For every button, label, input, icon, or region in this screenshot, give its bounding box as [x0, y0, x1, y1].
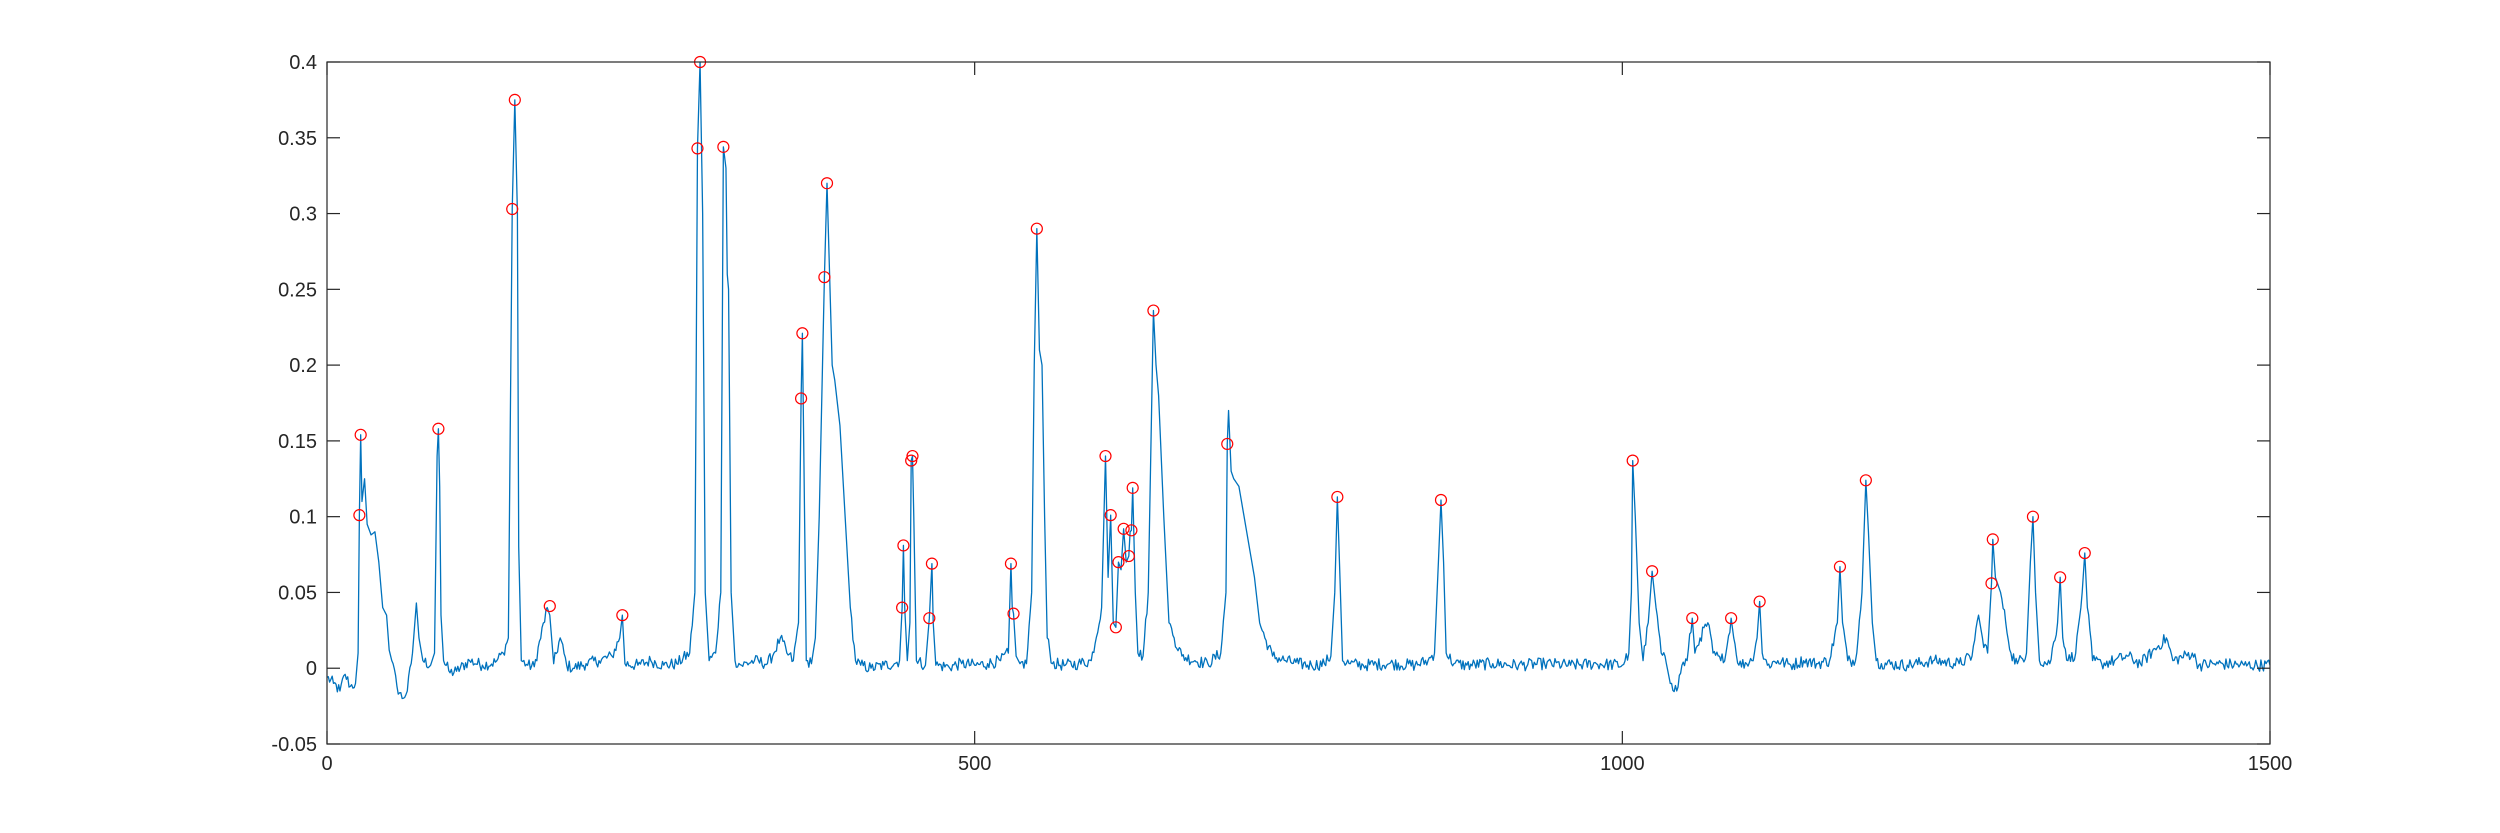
- x-tick-label: 0: [321, 753, 332, 775]
- y-tick-label: -0.05: [271, 734, 317, 756]
- y-tick-label: 0.35: [278, 128, 317, 150]
- x-tick-label: 1500: [2248, 753, 2293, 775]
- y-tick-label: 0.25: [278, 279, 317, 301]
- y-tick-label: 0.3: [289, 204, 317, 226]
- y-tick-label: 0.1: [289, 507, 317, 529]
- y-tick-label: 0.2: [289, 355, 317, 377]
- x-tick-label: 1000: [1600, 753, 1645, 775]
- y-tick-label: 0.4: [289, 52, 317, 74]
- y-tick-label: 0.05: [278, 582, 317, 604]
- y-tick-label: 0: [306, 658, 317, 680]
- y-tick-label: 0.15: [278, 431, 317, 453]
- x-tick-label: 500: [958, 753, 991, 775]
